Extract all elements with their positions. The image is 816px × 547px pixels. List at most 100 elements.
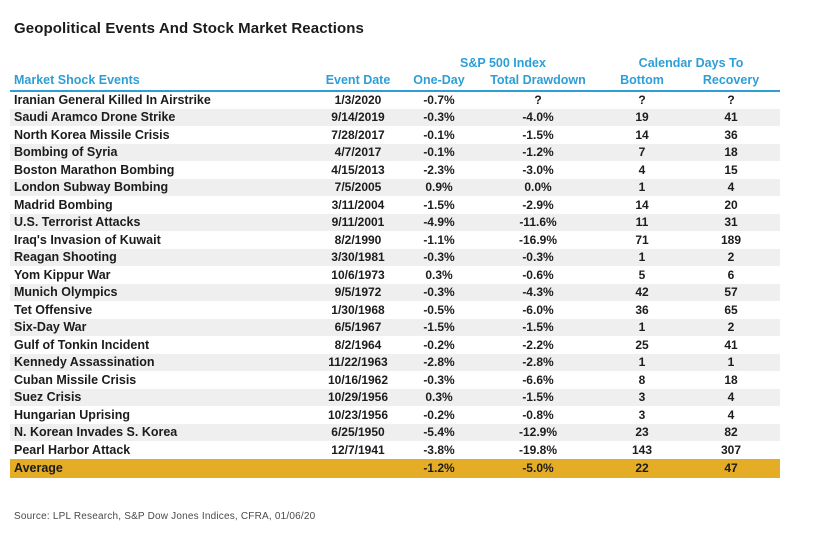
event-name-cell: N. Korean Invades S. Korea — [14, 425, 178, 440]
event-name-cell: North Korea Missile Crisis — [14, 127, 170, 142]
recovery-cell: ? — [727, 93, 735, 108]
total-drawdown-cell: -4.0% — [522, 110, 554, 125]
recovery-cell: 6 — [727, 267, 735, 282]
event-date-cell: 8/2/1964 — [334, 337, 382, 352]
recovery-cell: 65 — [724, 302, 738, 317]
event-date-cell: 9/5/1972 — [334, 285, 382, 300]
average-one-day-cell: -1.2% — [423, 461, 455, 475]
bottom-cell: 25 — [635, 337, 649, 352]
group-header-spacer — [10, 54, 404, 72]
table-row: Reagan Shooting 3/30/1981 -0.3% -0.3% 1 2 — [10, 248, 781, 266]
recovery-cell: 31 — [724, 215, 738, 230]
total-drawdown-cell: -0.6% — [522, 267, 554, 282]
recovery-cell: 2 — [727, 320, 735, 335]
table-header: S&P 500 Index Calendar Days To Market Sh… — [10, 54, 781, 92]
table-footer: Average -1.2% -5.0% 22 47 — [10, 458, 781, 478]
event-name-cell: Suez Crisis — [14, 390, 82, 405]
event-name-cell: Kennedy Assassination — [14, 355, 155, 370]
bottom-cell: 36 — [635, 302, 649, 317]
bottom-cell: 4 — [638, 162, 646, 177]
recovery-cell: 4 — [727, 390, 735, 405]
bottom-cell: 1 — [638, 250, 646, 265]
one-day-cell: -0.1% — [423, 145, 455, 160]
bottom-cell: 14 — [635, 127, 649, 142]
event-date-cell: 4/15/2013 — [331, 162, 385, 177]
recovery-cell: 36 — [724, 127, 738, 142]
one-day-cell: -2.8% — [423, 355, 455, 370]
event-name-cell: Tet Offensive — [14, 302, 93, 317]
recovery-cell: 189 — [720, 232, 742, 247]
table-row: Madrid Bombing 3/11/2004 -1.5% -2.9% 14 20 — [10, 196, 780, 214]
group-header-sp500-index: S&P 500 Index — [460, 56, 546, 70]
recovery-cell: 18 — [724, 372, 738, 387]
table-row: Boston Marathon Bombing 4/15/2013 -2.3% -3.… — [10, 161, 780, 179]
one-day-cell: -0.3% — [423, 250, 455, 265]
one-day-cell: -1.5% — [423, 197, 455, 212]
recovery-cell: 1 — [727, 355, 735, 370]
recovery-cell: 41 — [724, 110, 738, 125]
bottom-cell: 14 — [635, 197, 649, 212]
group-header-calendar-days-to: Calendar Days To — [638, 56, 744, 70]
table-row: Munich Olympics 9/5/1972 -0.3% -4.3% 42 57 — [10, 283, 781, 301]
table-row: Yom Kippur War 10/6/1973 0.3% -0.6% 5 6 — [10, 266, 780, 284]
event-name-cell: Yom Kippur War — [14, 267, 111, 282]
table-row: U.S. Terrorist Attacks 9/11/2001 -4.9% -11.… — [10, 213, 781, 231]
one-day-cell: -0.7% — [423, 93, 455, 108]
event-name-cell: Boston Marathon Bombing — [14, 162, 175, 177]
event-name-cell: U.S. Terrorist Attacks — [14, 215, 141, 230]
total-drawdown-cell: -6.6% — [522, 372, 554, 387]
event-name-cell: Saudi Aramco Drone Strike — [14, 110, 176, 125]
event-date-cell: 10/16/1962 — [327, 372, 389, 387]
total-drawdown-cell: -0.3% — [522, 250, 554, 265]
table-body: Iranian General Killed In Airstrike 1/3/2… — [10, 91, 781, 459]
event-date-cell: 12/7/1941 — [331, 442, 385, 457]
event-date-cell: 6/5/1967 — [334, 320, 382, 335]
recovery-cell: 18 — [724, 145, 738, 160]
event-name-cell: Iranian General Killed In Airstrike — [14, 93, 211, 108]
one-day-cell: -1.1% — [423, 232, 455, 247]
one-day-cell: -0.2% — [423, 407, 455, 422]
one-day-cell: -0.5% — [423, 302, 455, 317]
event-name-cell: Gulf of Tonkin Incident — [14, 337, 150, 352]
total-drawdown-cell: -16.9% — [518, 232, 558, 247]
bottom-cell: 19 — [635, 110, 649, 125]
event-name-cell: Bombing of Syria — [14, 145, 118, 160]
one-day-cell: 0.9% — [425, 180, 453, 195]
total-drawdown-cell: -4.3% — [522, 285, 554, 300]
event-name-cell: Iraq's Invasion of Kuwait — [14, 232, 161, 247]
events-table: S&P 500 Index Calendar Days To Market Sh… — [10, 54, 781, 478]
total-drawdown-cell: ? — [534, 93, 542, 108]
event-date-cell: 9/11/2001 — [331, 215, 385, 230]
total-drawdown-cell: -1.5% — [522, 320, 554, 335]
table-row: N. Korean Invades S. Korea 6/25/1950 -5.4%… — [10, 423, 781, 441]
table-row: Tet Offensive 1/30/1968 -0.5% -6.0% 36 65 — [10, 301, 780, 319]
average-bottom-cell: 22 — [635, 461, 649, 475]
one-day-cell: -0.3% — [423, 110, 455, 125]
table-row: Saudi Aramco Drone Strike 9/14/2019 -0.3% -… — [10, 108, 781, 126]
average-date-cell — [312, 459, 404, 478]
total-drawdown-cell: -1.5% — [522, 127, 554, 142]
total-drawdown-cell: -2.8% — [522, 355, 554, 370]
recovery-cell: 82 — [724, 425, 738, 440]
one-day-cell: 0.3% — [425, 390, 453, 405]
column-header-total-drawdown: Total Drawdown — [474, 72, 602, 92]
bottom-cell: 5 — [638, 267, 646, 282]
recovery-cell: 307 — [720, 442, 742, 457]
column-header-one-day: One-Day — [404, 72, 474, 92]
total-drawdown-cell: -0.8% — [522, 407, 554, 422]
event-date-cell: 7/5/2005 — [334, 180, 382, 195]
event-date-cell: 7/28/2017 — [331, 127, 385, 142]
bottom-cell: 7 — [638, 145, 646, 160]
event-name-cell: Cuban Missile Crisis — [14, 372, 137, 387]
event-date-cell: 1/3/2020 — [334, 93, 382, 108]
bottom-cell: 1 — [638, 320, 646, 335]
average-recovery-cell: 47 — [724, 461, 738, 475]
total-drawdown-cell: -1.5% — [522, 390, 554, 405]
bottom-cell: 11 — [635, 215, 649, 230]
bottom-cell: 1 — [638, 180, 646, 195]
bottom-cell: 23 — [635, 425, 649, 440]
one-day-cell: -2.3% — [423, 162, 455, 177]
average-row: Average -1.2% -5.0% 22 47 — [10, 458, 781, 478]
bottom-cell: ? — [638, 93, 646, 108]
recovery-cell: 20 — [724, 197, 738, 212]
